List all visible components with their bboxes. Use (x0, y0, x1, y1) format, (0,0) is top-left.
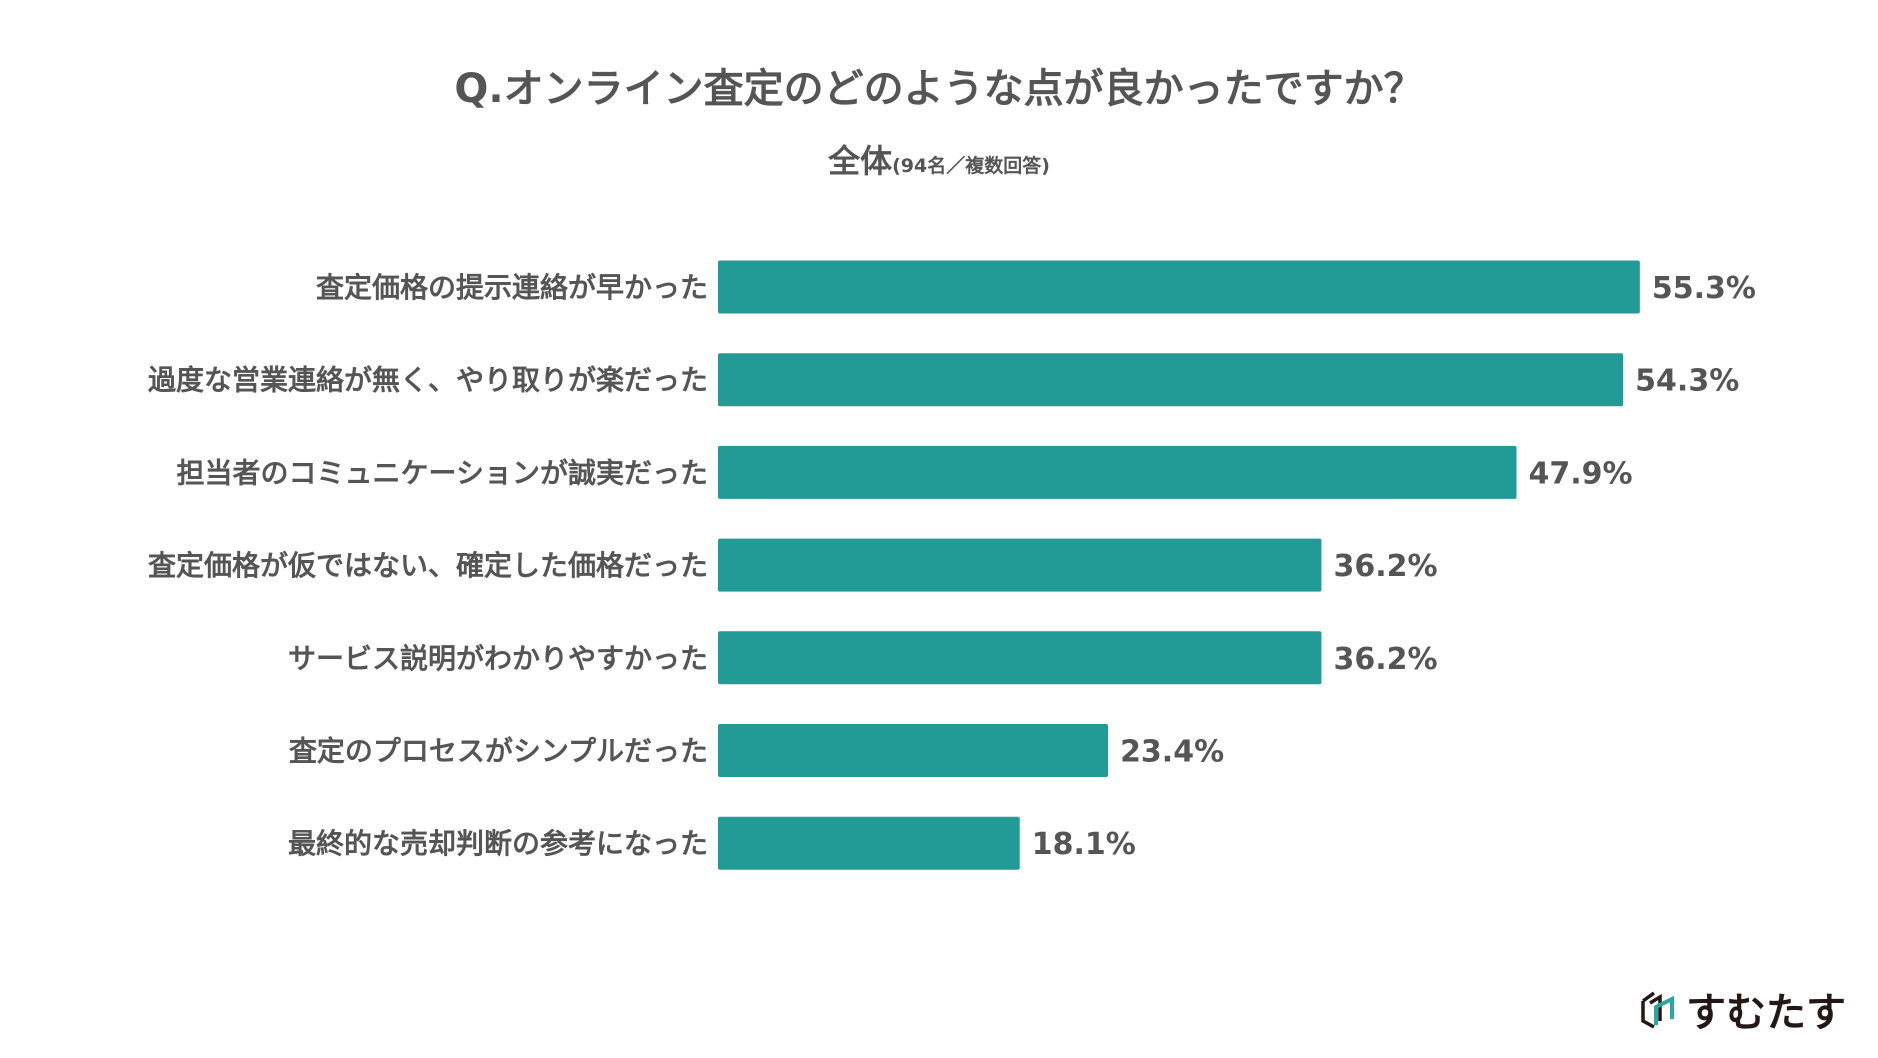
value-label: 54.3% (1635, 364, 1739, 399)
value-label: 36.2% (1333, 642, 1437, 677)
value-label: 47.9% (1528, 456, 1632, 491)
bar (718, 631, 1322, 685)
chart-subtitle: 全体(94名／複数回答) (0, 136, 1878, 182)
value-label: 36.2% (1333, 549, 1437, 584)
bar (718, 538, 1322, 592)
category-label: 査定価格が仮ではない、確定した価格だった (148, 549, 708, 582)
category-label: サービス説明がわかりやすかった (288, 642, 708, 675)
subtitle-main: 全体 (828, 142, 893, 180)
value-label: 23.4% (1120, 735, 1224, 770)
category-label: 過度な営業連絡が無く、やり取りが楽だった (148, 364, 708, 397)
bar (718, 724, 1109, 777)
category-label: 最終的な売却判断の参考になった (288, 827, 708, 860)
brand-logo: すむたす (1640, 980, 1846, 1038)
bar (718, 816, 1020, 870)
house-logo-icon (1641, 991, 1674, 1029)
logo-text: すむたす (1686, 990, 1846, 1036)
bar (718, 260, 1640, 314)
category-label: 査定のプロセスがシンプルだった (289, 735, 708, 768)
category-label: 担当者のコミュニケーションが誠実だった (177, 456, 708, 489)
bar (718, 445, 1517, 499)
value-label: 55.3% (1652, 271, 1756, 306)
category-label: 査定価格の提示連絡が早かった (316, 271, 708, 304)
bar (718, 353, 1624, 407)
chart-title: Q.オンライン査定のどのような点が良かったですか？ (454, 66, 1424, 112)
subtitle-note: (94名／複数回答) (892, 155, 1050, 177)
value-label: 18.1% (1032, 827, 1136, 862)
